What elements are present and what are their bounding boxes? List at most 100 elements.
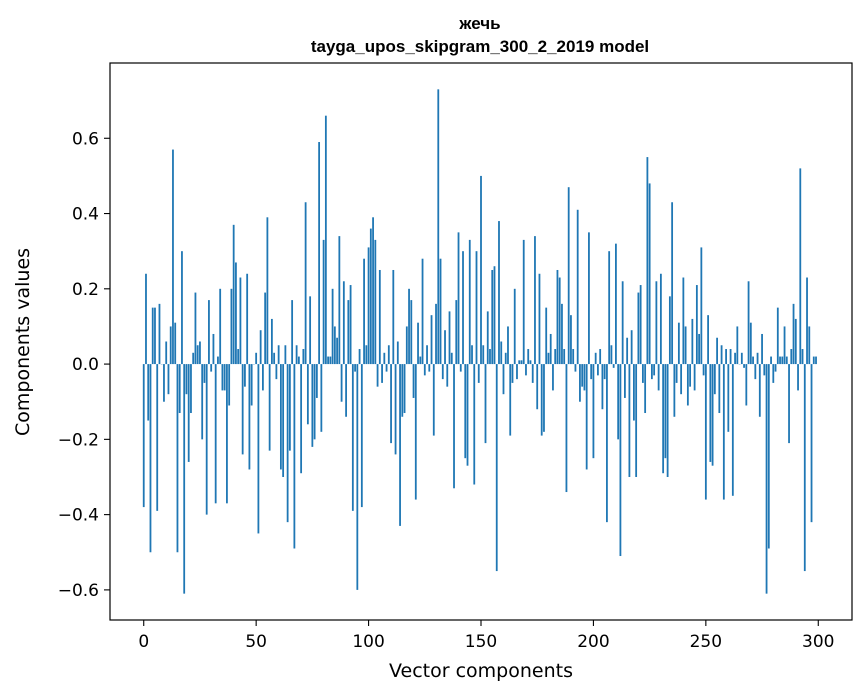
bar xyxy=(156,364,159,511)
bar xyxy=(284,345,287,365)
bar xyxy=(318,142,321,365)
bar xyxy=(736,326,739,365)
bar xyxy=(581,364,584,387)
bar xyxy=(621,281,624,365)
bar xyxy=(329,356,332,365)
bar xyxy=(376,364,379,387)
bar xyxy=(421,258,424,365)
bar xyxy=(147,364,150,421)
bar xyxy=(444,330,446,365)
bar xyxy=(190,364,192,414)
bar xyxy=(423,364,426,376)
bar xyxy=(304,202,307,365)
bar xyxy=(405,326,408,365)
bar xyxy=(729,349,732,365)
bar xyxy=(743,364,745,368)
bar xyxy=(167,364,170,395)
bar xyxy=(527,349,530,365)
bar xyxy=(230,288,233,365)
bar xyxy=(794,318,797,365)
bar xyxy=(783,326,786,365)
bar xyxy=(689,364,692,387)
bar xyxy=(201,364,204,440)
bar xyxy=(808,326,811,365)
x-tick-label: 100 xyxy=(352,632,384,652)
bar xyxy=(686,364,689,406)
bar xyxy=(747,281,750,365)
bar xyxy=(554,349,557,365)
bar xyxy=(572,349,575,365)
bar xyxy=(217,356,219,365)
bar xyxy=(655,281,658,365)
bar xyxy=(543,364,545,432)
bar xyxy=(599,349,602,365)
bar xyxy=(435,303,437,365)
bar xyxy=(561,303,563,365)
bar xyxy=(172,149,174,365)
bar xyxy=(648,183,651,365)
bar xyxy=(653,364,656,376)
bar xyxy=(779,356,781,365)
bar xyxy=(720,345,723,365)
bar xyxy=(707,315,709,365)
bar xyxy=(579,364,581,402)
bar xyxy=(516,364,518,380)
bar xyxy=(761,333,763,365)
bar xyxy=(644,364,647,414)
bar xyxy=(662,364,665,474)
bar xyxy=(626,337,629,365)
bar xyxy=(322,239,325,365)
bar xyxy=(556,269,559,365)
bar xyxy=(426,345,428,365)
bar xyxy=(327,356,329,365)
bar xyxy=(255,352,258,365)
bar xyxy=(489,349,491,365)
chart-title: жечь xyxy=(458,14,500,33)
bar xyxy=(574,364,577,372)
bar xyxy=(767,364,770,549)
bar xyxy=(619,364,622,557)
bar xyxy=(628,364,631,477)
bar xyxy=(590,364,593,380)
bar xyxy=(792,303,795,365)
bar xyxy=(239,277,242,365)
bar xyxy=(392,269,395,365)
bar xyxy=(383,352,386,365)
bar xyxy=(462,251,464,365)
bar xyxy=(545,307,548,365)
bar xyxy=(576,209,579,365)
bar xyxy=(331,288,334,365)
bar xyxy=(241,364,244,455)
y-tick-label: 0.2 xyxy=(72,280,99,300)
bar xyxy=(475,251,478,365)
bar xyxy=(412,364,415,398)
bar xyxy=(279,364,282,470)
bar xyxy=(486,311,489,365)
bar xyxy=(509,364,512,436)
bar xyxy=(520,360,523,365)
bar xyxy=(194,292,197,365)
bar xyxy=(333,326,336,365)
bar xyxy=(378,269,381,365)
y-tick-label: 0.4 xyxy=(72,205,99,225)
bar xyxy=(356,364,359,590)
y-axis-ticks: −0.6 −0.4 −0.2 0.0 0.2 0.4 0.6 xyxy=(58,129,110,601)
bar xyxy=(585,364,588,470)
bar xyxy=(226,364,228,504)
bar xyxy=(749,322,752,365)
bar xyxy=(511,364,514,383)
bar xyxy=(756,352,759,365)
bar xyxy=(351,364,354,511)
bar xyxy=(563,349,566,365)
bar xyxy=(273,352,276,365)
bar xyxy=(525,364,527,376)
bar xyxy=(187,364,190,462)
bar xyxy=(781,356,784,365)
bar xyxy=(493,266,496,365)
bar xyxy=(270,318,273,365)
bar xyxy=(151,307,154,365)
bar xyxy=(531,364,534,383)
bar xyxy=(192,352,195,365)
bar xyxy=(507,326,509,365)
